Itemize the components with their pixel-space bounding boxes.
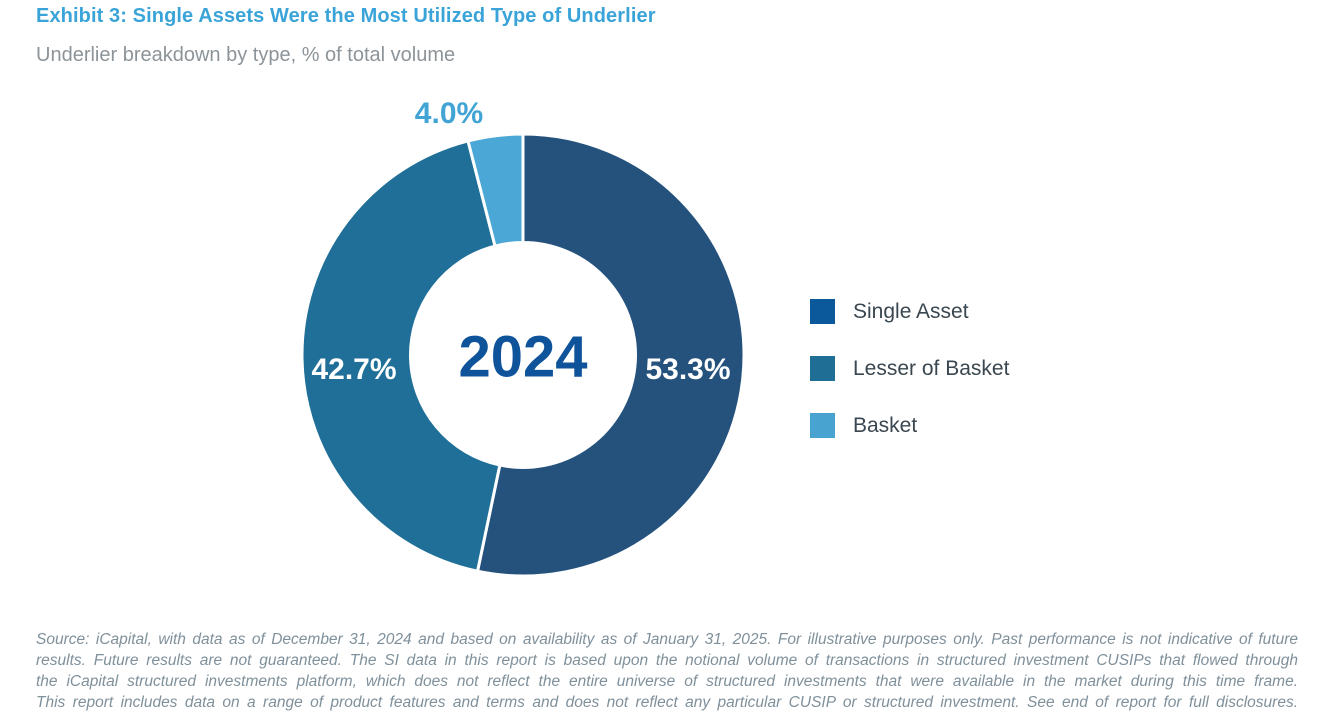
legend-swatch-single-asset: [810, 299, 835, 324]
exhibit-title: Exhibit 3: Single Assets Were the Most U…: [36, 5, 656, 27]
legend-item-basket: Basket: [810, 413, 1009, 438]
legend-item-single-asset: Single Asset: [810, 299, 1009, 324]
slice-label-basket: 4.0%: [414, 97, 484, 130]
donut-slice-basket: [466, 132, 525, 248]
legend-item-lesser-of-basket: Lesser of Basket: [810, 356, 1009, 381]
source-line: the iCapital structured investments plat…: [36, 673, 1298, 690]
legend-label-lesser-of-basket: Lesser of Basket: [853, 356, 1010, 380]
source-line: This report includes data on a range of …: [36, 694, 1298, 711]
source-line: Source: iCapital, with data as of Decemb…: [36, 631, 1298, 648]
legend-label-single-asset: Single Asset: [853, 299, 969, 323]
legend-swatch-basket: [810, 413, 835, 438]
donut-slice-lesser-of-basket: [300, 139, 502, 573]
donut-center-year: 2024: [458, 324, 588, 390]
slice-label-single-asset: 53.3%: [645, 353, 731, 386]
exhibit-subtitle: Underlier breakdown by type, % of total …: [36, 44, 456, 66]
source-note: Source: iCapital, with data as of Decemb…: [36, 629, 1298, 712]
legend-label-basket: Basket: [853, 413, 918, 437]
slice-label-lesser-of-basket: 42.7%: [311, 353, 397, 386]
donut-chart: [300, 132, 746, 578]
legend: Single Asset Lesser of Basket Basket: [810, 299, 1009, 470]
legend-swatch-lesser-of-basket: [810, 356, 835, 381]
donut-slice-single-asset: [476, 132, 746, 578]
source-line: results. Future results are not guarante…: [36, 652, 1298, 669]
